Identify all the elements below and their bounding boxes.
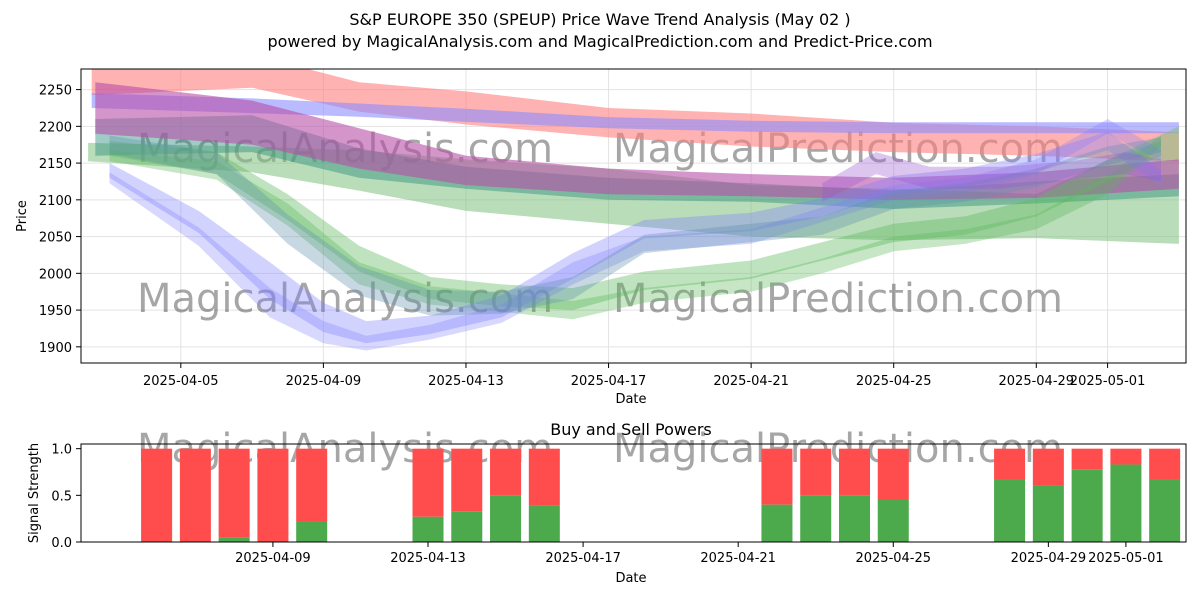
signal-x-axis: 2025-04-09 2025-04-13 2025-04-17 2025-04-21…	[235, 542, 1164, 566]
signal-ytick-label: 0.0	[51, 536, 72, 551]
sell-power-bar	[1032, 448, 1064, 486]
sell-power-bar	[218, 448, 250, 538]
sell-power-bar	[528, 448, 560, 506]
price-xtick-label: 2025-04-13	[428, 374, 504, 389]
sell-power-bar	[412, 448, 444, 517]
buy-power-bar	[528, 505, 560, 542]
sell-power-bar	[994, 448, 1026, 480]
price-xtick-label: 2025-04-29	[999, 374, 1075, 389]
sell-power-bar	[257, 448, 289, 542]
signal-xtick-label: 2025-05-01	[1088, 551, 1164, 566]
sell-power-bar	[141, 448, 173, 542]
signal-xtick-label: 2025-04-09	[235, 551, 311, 566]
signal-x-label: Date	[615, 571, 646, 586]
price-ytick-label: 1950	[39, 304, 72, 319]
signal-title: Buy and Sell Powers	[550, 420, 712, 439]
band-blue-wave-a	[109, 131, 1161, 344]
price-ytick-label: 2250	[39, 84, 72, 99]
signal-xtick-label: 2025-04-29	[1011, 551, 1087, 566]
main-title: S&P EUROPE 350 (SPEUP) Price Wave Trend …	[349, 10, 850, 29]
price-xtick-label: 2025-04-21	[713, 374, 789, 389]
buy-power-bar	[877, 500, 909, 542]
buy-power-bar	[412, 516, 444, 542]
price-x-label: Date	[615, 392, 646, 407]
price-xtick-label: 2025-05-01	[1070, 374, 1146, 389]
band-purple-wave	[822, 152, 1161, 202]
buy-power-bar	[1149, 479, 1181, 542]
buy-power-bar	[1071, 469, 1103, 542]
signal-xtick-label: 2025-04-25	[855, 551, 931, 566]
sell-power-bar	[296, 448, 328, 522]
buy-power-bar	[838, 495, 871, 542]
watermark-text: MagicalPrediction.com	[613, 276, 1063, 322]
buy-power-bar	[218, 537, 250, 542]
signal-xtick-label: 2025-04-13	[390, 551, 466, 566]
band-red-upper	[91, 69, 1179, 162]
price-ytick-label: 2100	[39, 194, 72, 209]
price-plot-frame	[80, 68, 1187, 364]
band-green-wave-b	[109, 135, 1161, 320]
sell-power-bar	[761, 448, 793, 505]
sell-power-bar	[877, 448, 909, 500]
price-y-label: Price	[15, 200, 30, 232]
price-xtick-label: 2025-04-17	[571, 374, 647, 389]
signal-plot-frame	[80, 443, 1187, 543]
sell-power-bar	[1149, 448, 1181, 480]
signal-y-axis: 0.0 0.5 1.0	[51, 443, 81, 551]
watermark-text: MagicalPrediction.com	[613, 426, 1063, 472]
price-bands	[88, 69, 1179, 351]
buy-power-bar	[490, 495, 522, 542]
price-y-axis: 1900 1950 2000 2050 2100 2150 2200 2250	[39, 84, 81, 356]
sell-power-bar	[451, 448, 483, 512]
sell-power-bar	[800, 448, 832, 496]
price-xtick-label: 2025-04-05	[143, 374, 219, 389]
signal-y-label: Signal Strength	[27, 443, 42, 543]
sell-power-bar	[179, 448, 211, 542]
sell-power-bar	[1110, 448, 1142, 465]
buy-power-bar	[1110, 464, 1142, 542]
buy-power-bar	[451, 511, 483, 542]
signal-watermarks: MagicalAnalysis.com MagicalPrediction.com	[137, 426, 1063, 472]
buy-power-bar	[800, 495, 832, 542]
watermark-text: MagicalAnalysis.com	[137, 276, 553, 322]
price-ytick-label: 1900	[39, 341, 72, 356]
sell-power-bar	[1071, 448, 1103, 470]
signal-ytick-label: 0.5	[51, 489, 72, 504]
buy-power-bar	[761, 504, 793, 542]
price-ytick-label: 2200	[39, 120, 72, 135]
buy-power-bar	[994, 479, 1026, 542]
price-x-axis: 2025-04-05 2025-04-09 2025-04-13 2025-04-17…	[143, 363, 1145, 389]
signal-xtick-label: 2025-04-17	[545, 551, 621, 566]
price-ytick-label: 2150	[39, 157, 72, 172]
signal-ytick-label: 1.0	[51, 443, 72, 458]
band-blue-teal-wave	[109, 135, 1161, 316]
sell-power-bar	[838, 448, 871, 496]
band-green-wave-a	[109, 141, 1161, 311]
buy-power-bar	[1032, 485, 1064, 542]
buy-power-bar	[296, 521, 328, 542]
signal-bars	[141, 448, 1181, 542]
price-ytick-label: 2000	[39, 267, 72, 282]
main-subtitle: powered by MagicalAnalysis.com and Magic…	[267, 32, 932, 51]
signal-xtick-label: 2025-04-21	[700, 551, 776, 566]
band-magenta-band	[95, 82, 1179, 200]
price-xtick-label: 2025-04-25	[856, 374, 932, 389]
price-ytick-label: 2050	[39, 231, 72, 246]
price-xtick-label: 2025-04-09	[286, 374, 362, 389]
sell-power-bar	[490, 448, 522, 496]
band-blue-upper	[91, 93, 1179, 134]
